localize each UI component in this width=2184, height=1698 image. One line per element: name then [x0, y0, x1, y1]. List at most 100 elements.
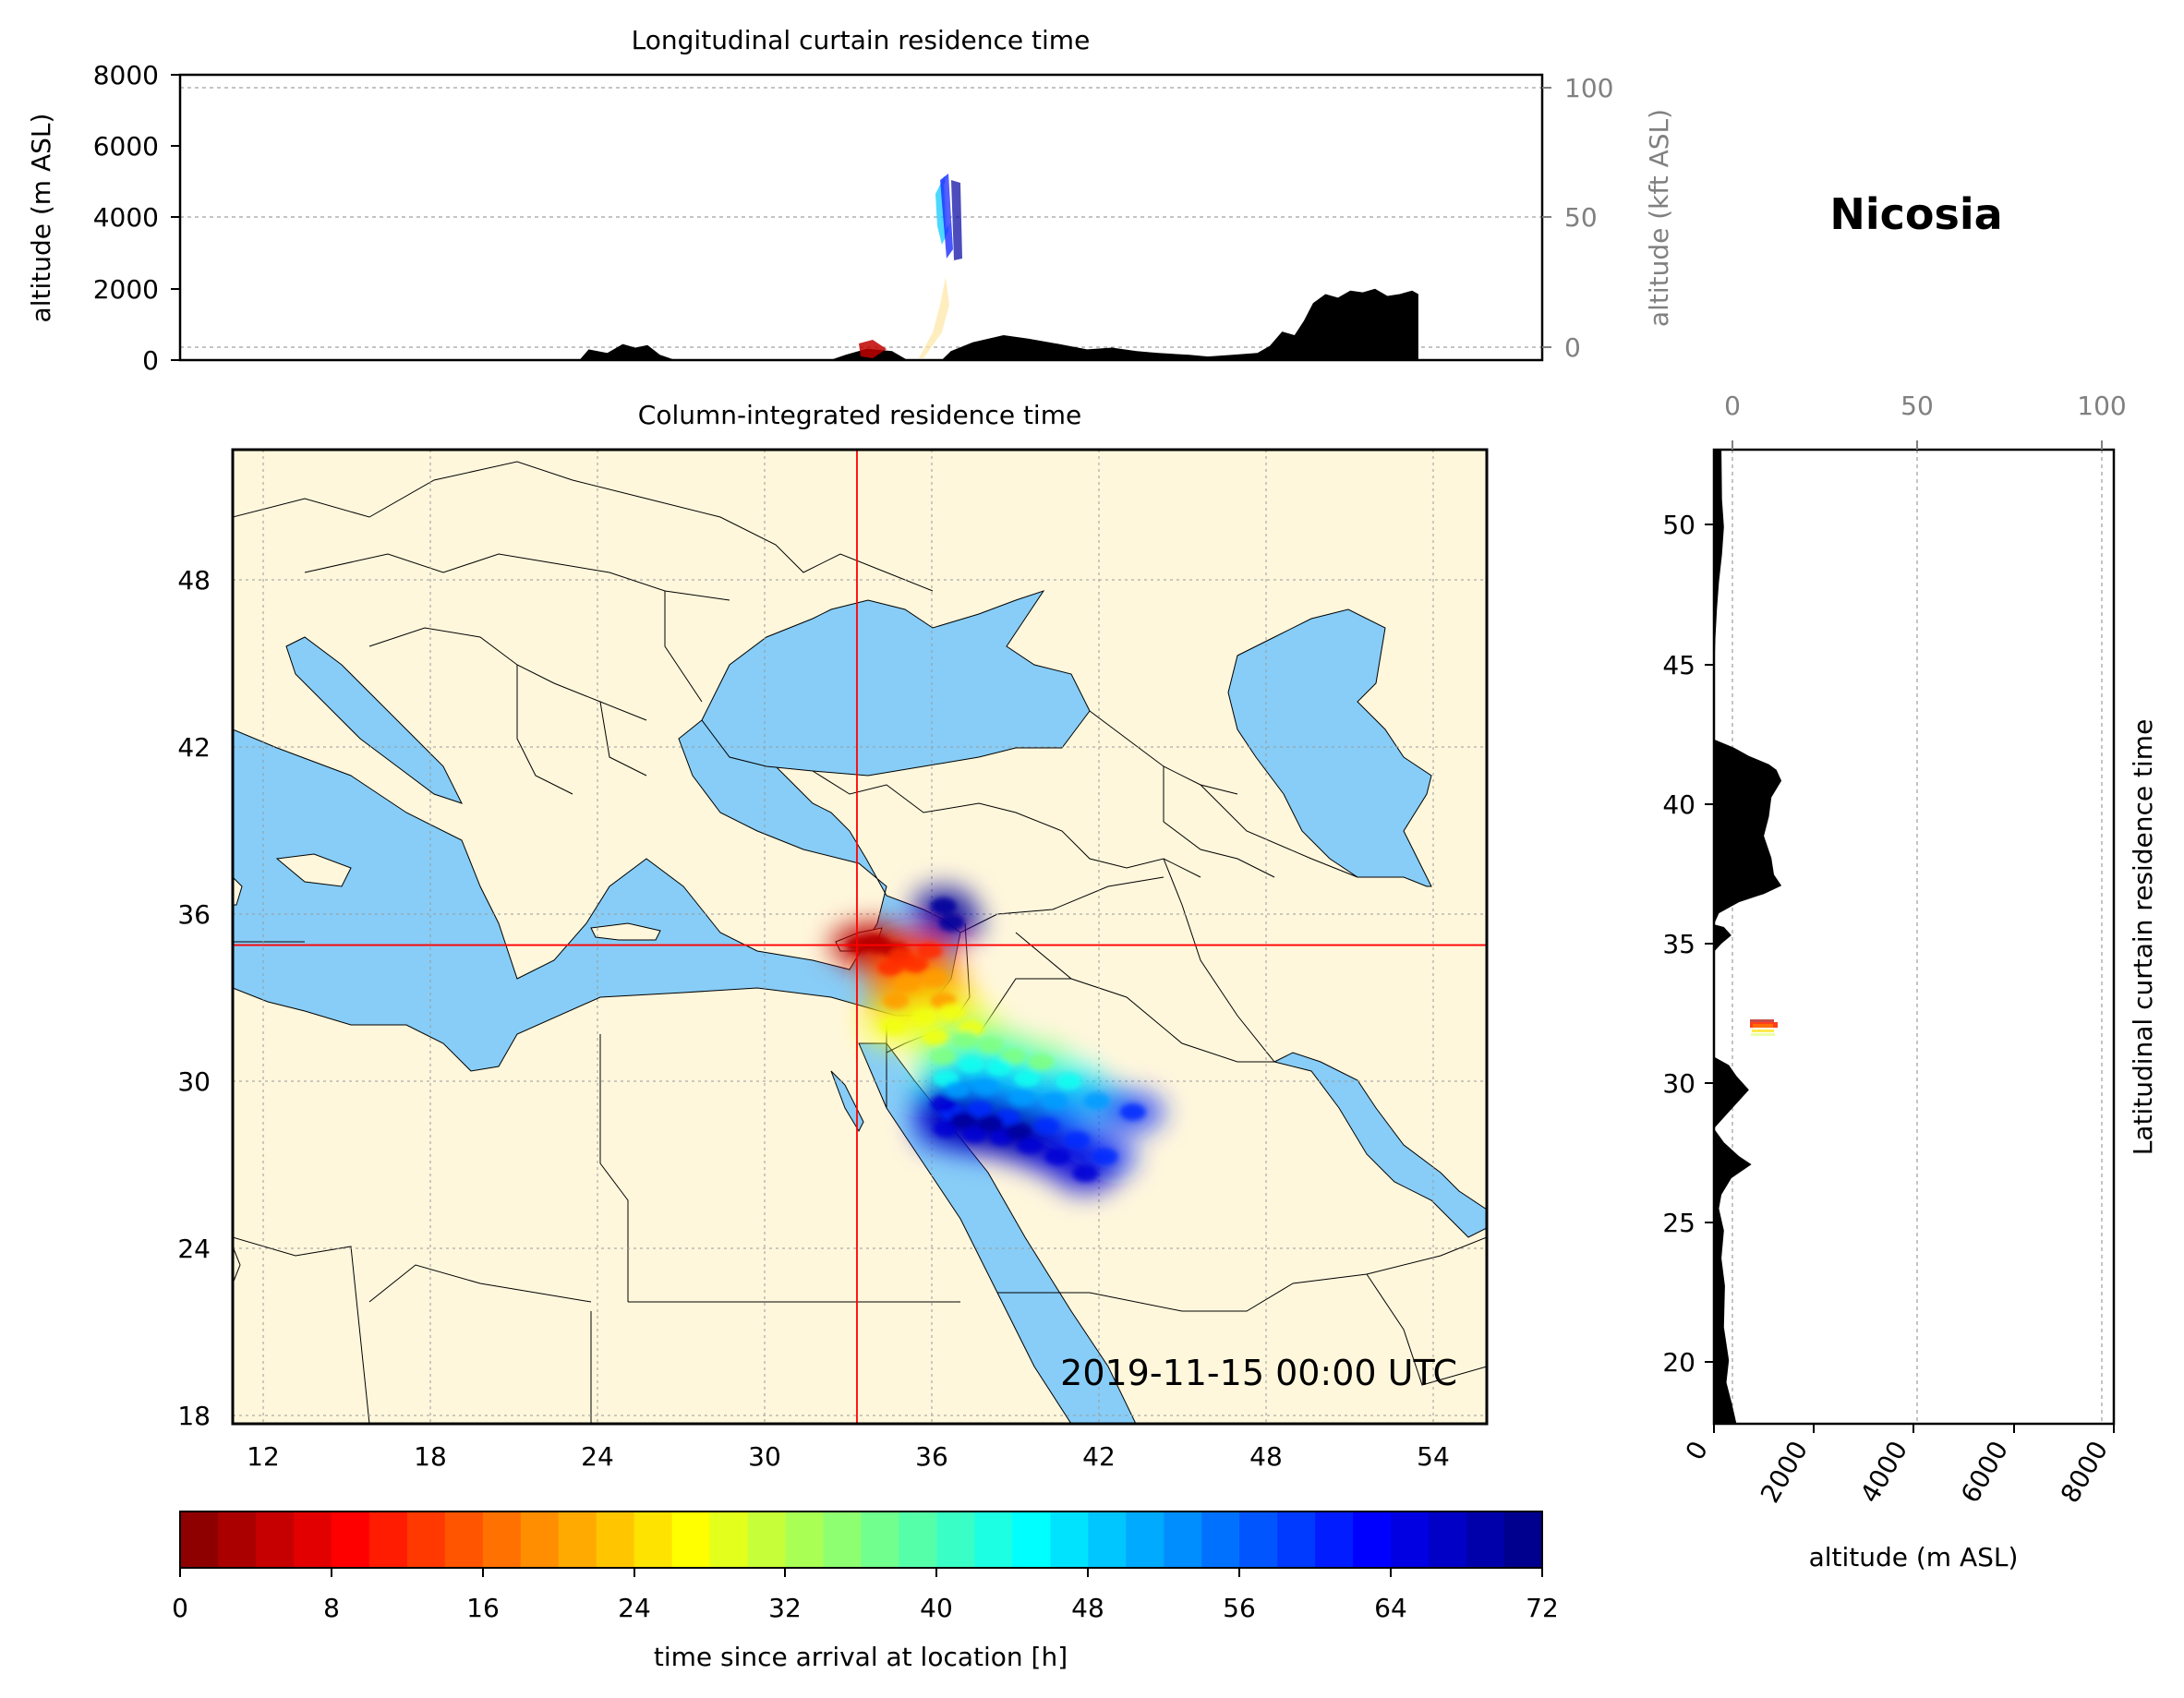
- colorbar-tick-label: 64: [1374, 1593, 1407, 1623]
- latitudinal-left-axis: 20 25 30 35 40 45 50: [1662, 510, 1714, 1378]
- longitudinal-curtain-title: Longitudinal curtain residence time: [632, 25, 1091, 55]
- gulf-of-suez: [830, 1070, 864, 1133]
- colorbar-cell: [1239, 1511, 1278, 1568]
- plume-core-blob: [922, 1029, 948, 1045]
- map-xtick-label: 30: [748, 1441, 781, 1472]
- colorbar-cell: [1429, 1511, 1467, 1568]
- plume-core-blob: [944, 1081, 971, 1099]
- latitudinal-ytick-label: 25: [1662, 1208, 1695, 1238]
- longitudinal-ylabel: altitude (m ASL): [26, 114, 56, 323]
- plume-core-blob: [1028, 1054, 1055, 1071]
- caspian-sea: [1227, 608, 1432, 887]
- longitudinal-terrain-area: [180, 288, 1418, 360]
- longitudinal-ytick-label: 6000: [93, 131, 159, 162]
- plume-core-blob: [1119, 1103, 1146, 1121]
- plume-core-blob: [960, 1126, 987, 1143]
- longitudinal-ytick-label: 2000: [93, 274, 159, 305]
- colorbar: 0 8 16 24 32 40 48 56 64 72 time since a…: [172, 1511, 1559, 1672]
- latitudinal-curtain-title: Latitudinal curtain residence time: [2128, 719, 2158, 1156]
- plume-core-blob: [880, 1018, 907, 1034]
- latitudinal-ytick-label: 20: [1662, 1347, 1695, 1378]
- map-title: Column-integrated residence time: [638, 400, 1081, 430]
- adriatic-sea: [285, 636, 463, 804]
- plume-core-blob: [1042, 1092, 1068, 1110]
- longitudinal-plume: [859, 174, 962, 358]
- colorbar-cell: [1277, 1511, 1316, 1568]
- colorbar-tick-label: 72: [1526, 1593, 1559, 1623]
- latitudinal-xtick-label: 6000: [1955, 1436, 2014, 1508]
- latitudinal-xtick-label: 0: [1680, 1436, 1714, 1465]
- plume-core-blob: [894, 975, 921, 993]
- colorbar-cell: [671, 1511, 711, 1568]
- plume-core-blob: [1064, 1131, 1091, 1149]
- colorbar-tick-label: 16: [466, 1593, 500, 1623]
- colorbar-cell: [520, 1511, 560, 1568]
- latitudinal-bottom-axis: 0 2000 4000 6000 8000 altitude (m ASL): [1680, 1424, 2115, 1572]
- plume-core-blob: [952, 1031, 979, 1048]
- colorbar-cell: [1164, 1511, 1202, 1568]
- map-x-axis: 12 18 24 30 36 42 48 54: [247, 1441, 1450, 1472]
- plume-core-blob: [902, 956, 929, 973]
- latitudinal-plume: [1750, 1019, 1778, 1036]
- map-ytick-label: 30: [177, 1066, 211, 1097]
- colorbar-frame: [179, 1511, 1543, 1569]
- longitudinal-ytick-label: 8000: [93, 60, 159, 90]
- colorbar-cell: [293, 1511, 332, 1568]
- colorbar-cell: [899, 1511, 938, 1568]
- plume-core-blob: [985, 1059, 1012, 1077]
- plume-core-blob: [1008, 1090, 1034, 1107]
- colorbar-label: time since arrival at location [h]: [654, 1642, 1068, 1672]
- map-xtick-label: 36: [915, 1441, 948, 1472]
- colorbar-cell: [633, 1511, 673, 1568]
- plume-core-blob: [922, 969, 948, 987]
- colorbar-cell: [180, 1511, 219, 1568]
- map-xtick-label: 42: [1082, 1441, 1116, 1472]
- colorbar-cell: [368, 1511, 408, 1568]
- longitudinal-curtain-panel: Longitudinal curtain residence time: [26, 25, 1674, 376]
- map-frame: [231, 448, 1489, 1426]
- colorbar-cell: [482, 1511, 522, 1568]
- colorbar-cell: [1050, 1511, 1089, 1568]
- map-panel: Column-integrated residence time: [177, 400, 1489, 1472]
- plume-core-blob: [1006, 1123, 1032, 1140]
- latitudinal-ytick-label: 45: [1662, 650, 1695, 680]
- colorbar-cell: [974, 1511, 1013, 1568]
- colorbar-cell: [558, 1511, 597, 1568]
- longitudinal-ytick-label: 0: [142, 345, 159, 376]
- colorbar-tick-label: 32: [768, 1593, 802, 1623]
- latitudinal-panel-background: [1714, 450, 2114, 1424]
- colorbar-cell: [785, 1511, 825, 1568]
- plume-core-blob: [938, 1003, 965, 1020]
- colorbar-cell: [709, 1511, 749, 1568]
- colorbar-tick-label: 0: [172, 1593, 188, 1623]
- plume-core-blob: [1072, 1164, 1099, 1182]
- colorbar-ticks: [179, 1568, 1543, 1577]
- colorbar-cell: [1466, 1511, 1505, 1568]
- latitudinal-ytick-label: 40: [1662, 789, 1695, 820]
- map-xtick-label: 54: [1417, 1441, 1450, 1472]
- colorbar-tick-label: 8: [323, 1593, 340, 1623]
- plume-core-blob: [930, 1095, 957, 1113]
- plume-core-blob: [883, 992, 910, 1009]
- map-xtick-label: 12: [247, 1441, 280, 1472]
- release-crosshair: [233, 450, 1487, 1424]
- plume-core-blob: [949, 1112, 976, 1129]
- plume-core-blob: [1044, 1148, 1071, 1165]
- plume-core-blob: [977, 1037, 1004, 1054]
- longitudinal-right-tick-label: 50: [1564, 202, 1598, 233]
- colorbar-cell: [747, 1511, 787, 1568]
- colorbar-cell: [1504, 1511, 1543, 1568]
- plume-core-blob: [916, 942, 943, 959]
- latitudinal-terrain-area: [1714, 450, 1782, 1424]
- map-xtick-label: 24: [581, 1441, 614, 1472]
- timestamp-label: 2019-11-15 00:00 UTC: [1060, 1353, 1457, 1393]
- latitudinal-top-tick-label: 0: [1724, 391, 1741, 421]
- plume-core-blob: [958, 1056, 984, 1074]
- latitudinal-top-tick-label: 50: [1900, 391, 1934, 421]
- colorbar-cell: [1012, 1511, 1051, 1568]
- longitudinal-right-tick-label: 0: [1564, 332, 1581, 363]
- plume-core-blob: [1056, 1073, 1082, 1090]
- map-ytick-label: 24: [177, 1234, 211, 1264]
- residence-time-plume-core: [847, 897, 1146, 1182]
